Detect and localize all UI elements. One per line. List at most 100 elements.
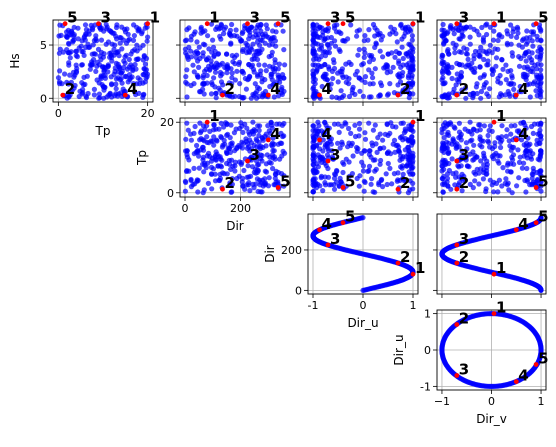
scatter-point (439, 33, 445, 39)
scatter-point (246, 36, 252, 42)
scatter-point (216, 85, 222, 91)
scatter-point (538, 50, 544, 56)
scatter-point (57, 22, 63, 28)
scatter-point (360, 163, 366, 169)
scatter-point (398, 164, 404, 170)
scatter-point (224, 150, 230, 156)
scatter-point (521, 160, 527, 166)
annotation-5: 5 (538, 350, 548, 368)
scatter-point (323, 122, 329, 128)
scatter-point (366, 163, 373, 169)
scatter-point (142, 61, 148, 67)
scatter-point (194, 178, 200, 184)
scatter-point (397, 79, 404, 85)
highlight-point-2 (395, 92, 401, 98)
scatter-point (481, 162, 487, 168)
scatter-point (403, 24, 409, 30)
scatter-point (474, 166, 480, 172)
scatter-point (80, 87, 86, 93)
scatter-point (253, 181, 259, 187)
scatter-point (256, 139, 262, 145)
scatter-point (208, 164, 215, 170)
scatter-point (212, 48, 218, 55)
scatter-point (272, 57, 278, 63)
scatter-point (509, 50, 515, 56)
highlight-point-1 (491, 119, 497, 125)
scatter-point (517, 154, 523, 160)
scatter-point (493, 55, 500, 61)
scatter-point (265, 34, 272, 41)
scatter-point (503, 176, 509, 182)
scatter-point (407, 42, 413, 48)
scatter-point (203, 165, 209, 171)
scatter-point (254, 39, 260, 45)
x-tick-label: 0 (360, 299, 367, 312)
scatter-point (232, 77, 238, 83)
scatter-point (440, 181, 446, 187)
scatter-point (252, 128, 258, 134)
scatter-point (212, 84, 218, 90)
scatter-point (508, 131, 514, 137)
scatter-point (504, 42, 511, 48)
scatter-point (222, 141, 228, 147)
scatter-point (533, 72, 540, 78)
scatter-point (96, 91, 102, 97)
scatter-point (490, 156, 497, 162)
scatter-point (377, 48, 383, 54)
scatter-point (480, 35, 487, 41)
scatter-point (271, 34, 277, 41)
scatter-point (367, 148, 373, 154)
data-points (182, 21, 288, 101)
scatter-point (498, 144, 504, 151)
scatter-point (200, 144, 206, 150)
scatter-point (96, 95, 102, 101)
y-axis-title: Hs (8, 53, 22, 68)
scatter-point (182, 188, 188, 194)
scatter-point (477, 122, 483, 128)
scatter-point (444, 48, 451, 55)
data-points (310, 119, 416, 196)
scatter-point (409, 54, 415, 60)
scatter-point (346, 125, 352, 132)
panel-Tp-vs-Dir_v: 1 2 3 4 5 (433, 107, 549, 201)
scatter-point (134, 24, 140, 30)
annotation-1: 1 (496, 107, 506, 125)
scatter-point (527, 81, 533, 87)
highlight-point-1 (410, 271, 416, 277)
scatter-point (362, 136, 369, 142)
scatter-point (276, 61, 282, 67)
scatter-point (367, 81, 373, 87)
scatter-point (186, 157, 192, 163)
scatter-point (489, 182, 495, 188)
scatter-point (200, 75, 206, 81)
scatter-point (261, 92, 268, 98)
scatter-point (454, 60, 460, 66)
scatter-point (398, 120, 404, 126)
scatter-point (376, 182, 382, 188)
scatter-point (387, 130, 393, 136)
scatter-point (75, 36, 81, 42)
y-tick-label: 0 (424, 344, 431, 357)
scatter-point (82, 22, 89, 28)
scatter-point (445, 171, 451, 177)
scatter-point (505, 68, 511, 74)
scatter-point (122, 54, 128, 60)
y-tick-label: -1 (420, 380, 431, 393)
scatter-point (456, 180, 462, 186)
scatter-point (123, 40, 130, 46)
scatter-point (243, 138, 249, 145)
annotation-5: 5 (345, 173, 355, 191)
scatter-point (456, 120, 462, 126)
scatter-point (400, 89, 406, 95)
highlight-point-4 (265, 137, 271, 143)
scatter-point (201, 138, 207, 144)
scatter-point (396, 58, 402, 64)
scatter-point (352, 122, 358, 128)
scatter-point (479, 144, 485, 150)
scatter-point (201, 169, 207, 175)
scatter-point (372, 66, 378, 72)
scatter-point (204, 153, 210, 159)
scatter-point (469, 60, 475, 66)
scatter-point (188, 54, 194, 60)
scatter-point (370, 127, 376, 133)
